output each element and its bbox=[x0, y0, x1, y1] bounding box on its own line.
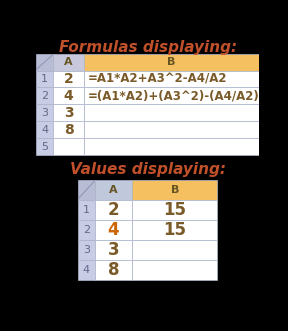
Text: 4: 4 bbox=[83, 265, 90, 275]
Bar bbox=[95, 200, 132, 220]
Text: Values displaying:: Values displaying: bbox=[70, 162, 226, 176]
Bar bbox=[84, 138, 259, 155]
Text: 8: 8 bbox=[108, 261, 119, 279]
Text: 3: 3 bbox=[64, 106, 73, 120]
Bar bbox=[84, 87, 259, 104]
Text: 3: 3 bbox=[108, 241, 119, 259]
Bar bbox=[78, 200, 95, 220]
Text: 2: 2 bbox=[108, 201, 119, 219]
Text: 3: 3 bbox=[83, 245, 90, 255]
Bar bbox=[53, 87, 84, 104]
Bar bbox=[95, 180, 132, 200]
Bar bbox=[132, 220, 217, 240]
Text: 4: 4 bbox=[64, 89, 73, 103]
Text: 3: 3 bbox=[41, 108, 48, 118]
Bar bbox=[53, 54, 84, 71]
Bar bbox=[36, 121, 53, 138]
Text: B: B bbox=[170, 185, 179, 195]
Bar bbox=[36, 138, 53, 155]
Bar bbox=[84, 54, 259, 71]
Bar bbox=[36, 71, 53, 87]
Text: 15: 15 bbox=[163, 221, 186, 239]
Text: 4: 4 bbox=[41, 125, 48, 135]
Bar bbox=[84, 71, 259, 87]
Bar bbox=[36, 104, 53, 121]
Bar bbox=[132, 240, 217, 260]
Bar bbox=[78, 180, 95, 200]
Text: =A1*A2+A3^2-A4/A2: =A1*A2+A3^2-A4/A2 bbox=[88, 72, 228, 85]
Bar bbox=[95, 220, 132, 240]
Bar bbox=[78, 260, 95, 280]
Bar bbox=[36, 54, 53, 71]
Text: 2: 2 bbox=[41, 91, 48, 101]
Text: Formulas displaying:: Formulas displaying: bbox=[58, 40, 237, 55]
Text: =(A1*A2)+(A3^2)-(A4/A2): =(A1*A2)+(A3^2)-(A4/A2) bbox=[88, 89, 260, 102]
Bar bbox=[132, 260, 217, 280]
Bar bbox=[53, 121, 84, 138]
Bar bbox=[53, 71, 84, 87]
Text: B: B bbox=[167, 57, 176, 67]
Text: A: A bbox=[109, 185, 118, 195]
Text: 5: 5 bbox=[41, 142, 48, 152]
Bar bbox=[53, 104, 84, 121]
Text: 15: 15 bbox=[163, 201, 186, 219]
Text: 2: 2 bbox=[83, 225, 90, 235]
Bar bbox=[95, 240, 132, 260]
Bar bbox=[53, 138, 84, 155]
Text: 1: 1 bbox=[83, 205, 90, 215]
Bar bbox=[132, 200, 217, 220]
Bar bbox=[132, 180, 217, 200]
Bar bbox=[78, 240, 95, 260]
Bar bbox=[84, 121, 259, 138]
Text: 2: 2 bbox=[64, 72, 73, 86]
Text: 4: 4 bbox=[108, 221, 119, 239]
Text: A: A bbox=[64, 57, 73, 67]
Text: 8: 8 bbox=[64, 123, 73, 137]
Bar bbox=[78, 220, 95, 240]
Bar bbox=[36, 87, 53, 104]
Bar bbox=[84, 104, 259, 121]
Text: 1: 1 bbox=[41, 74, 48, 84]
Bar bbox=[95, 260, 132, 280]
